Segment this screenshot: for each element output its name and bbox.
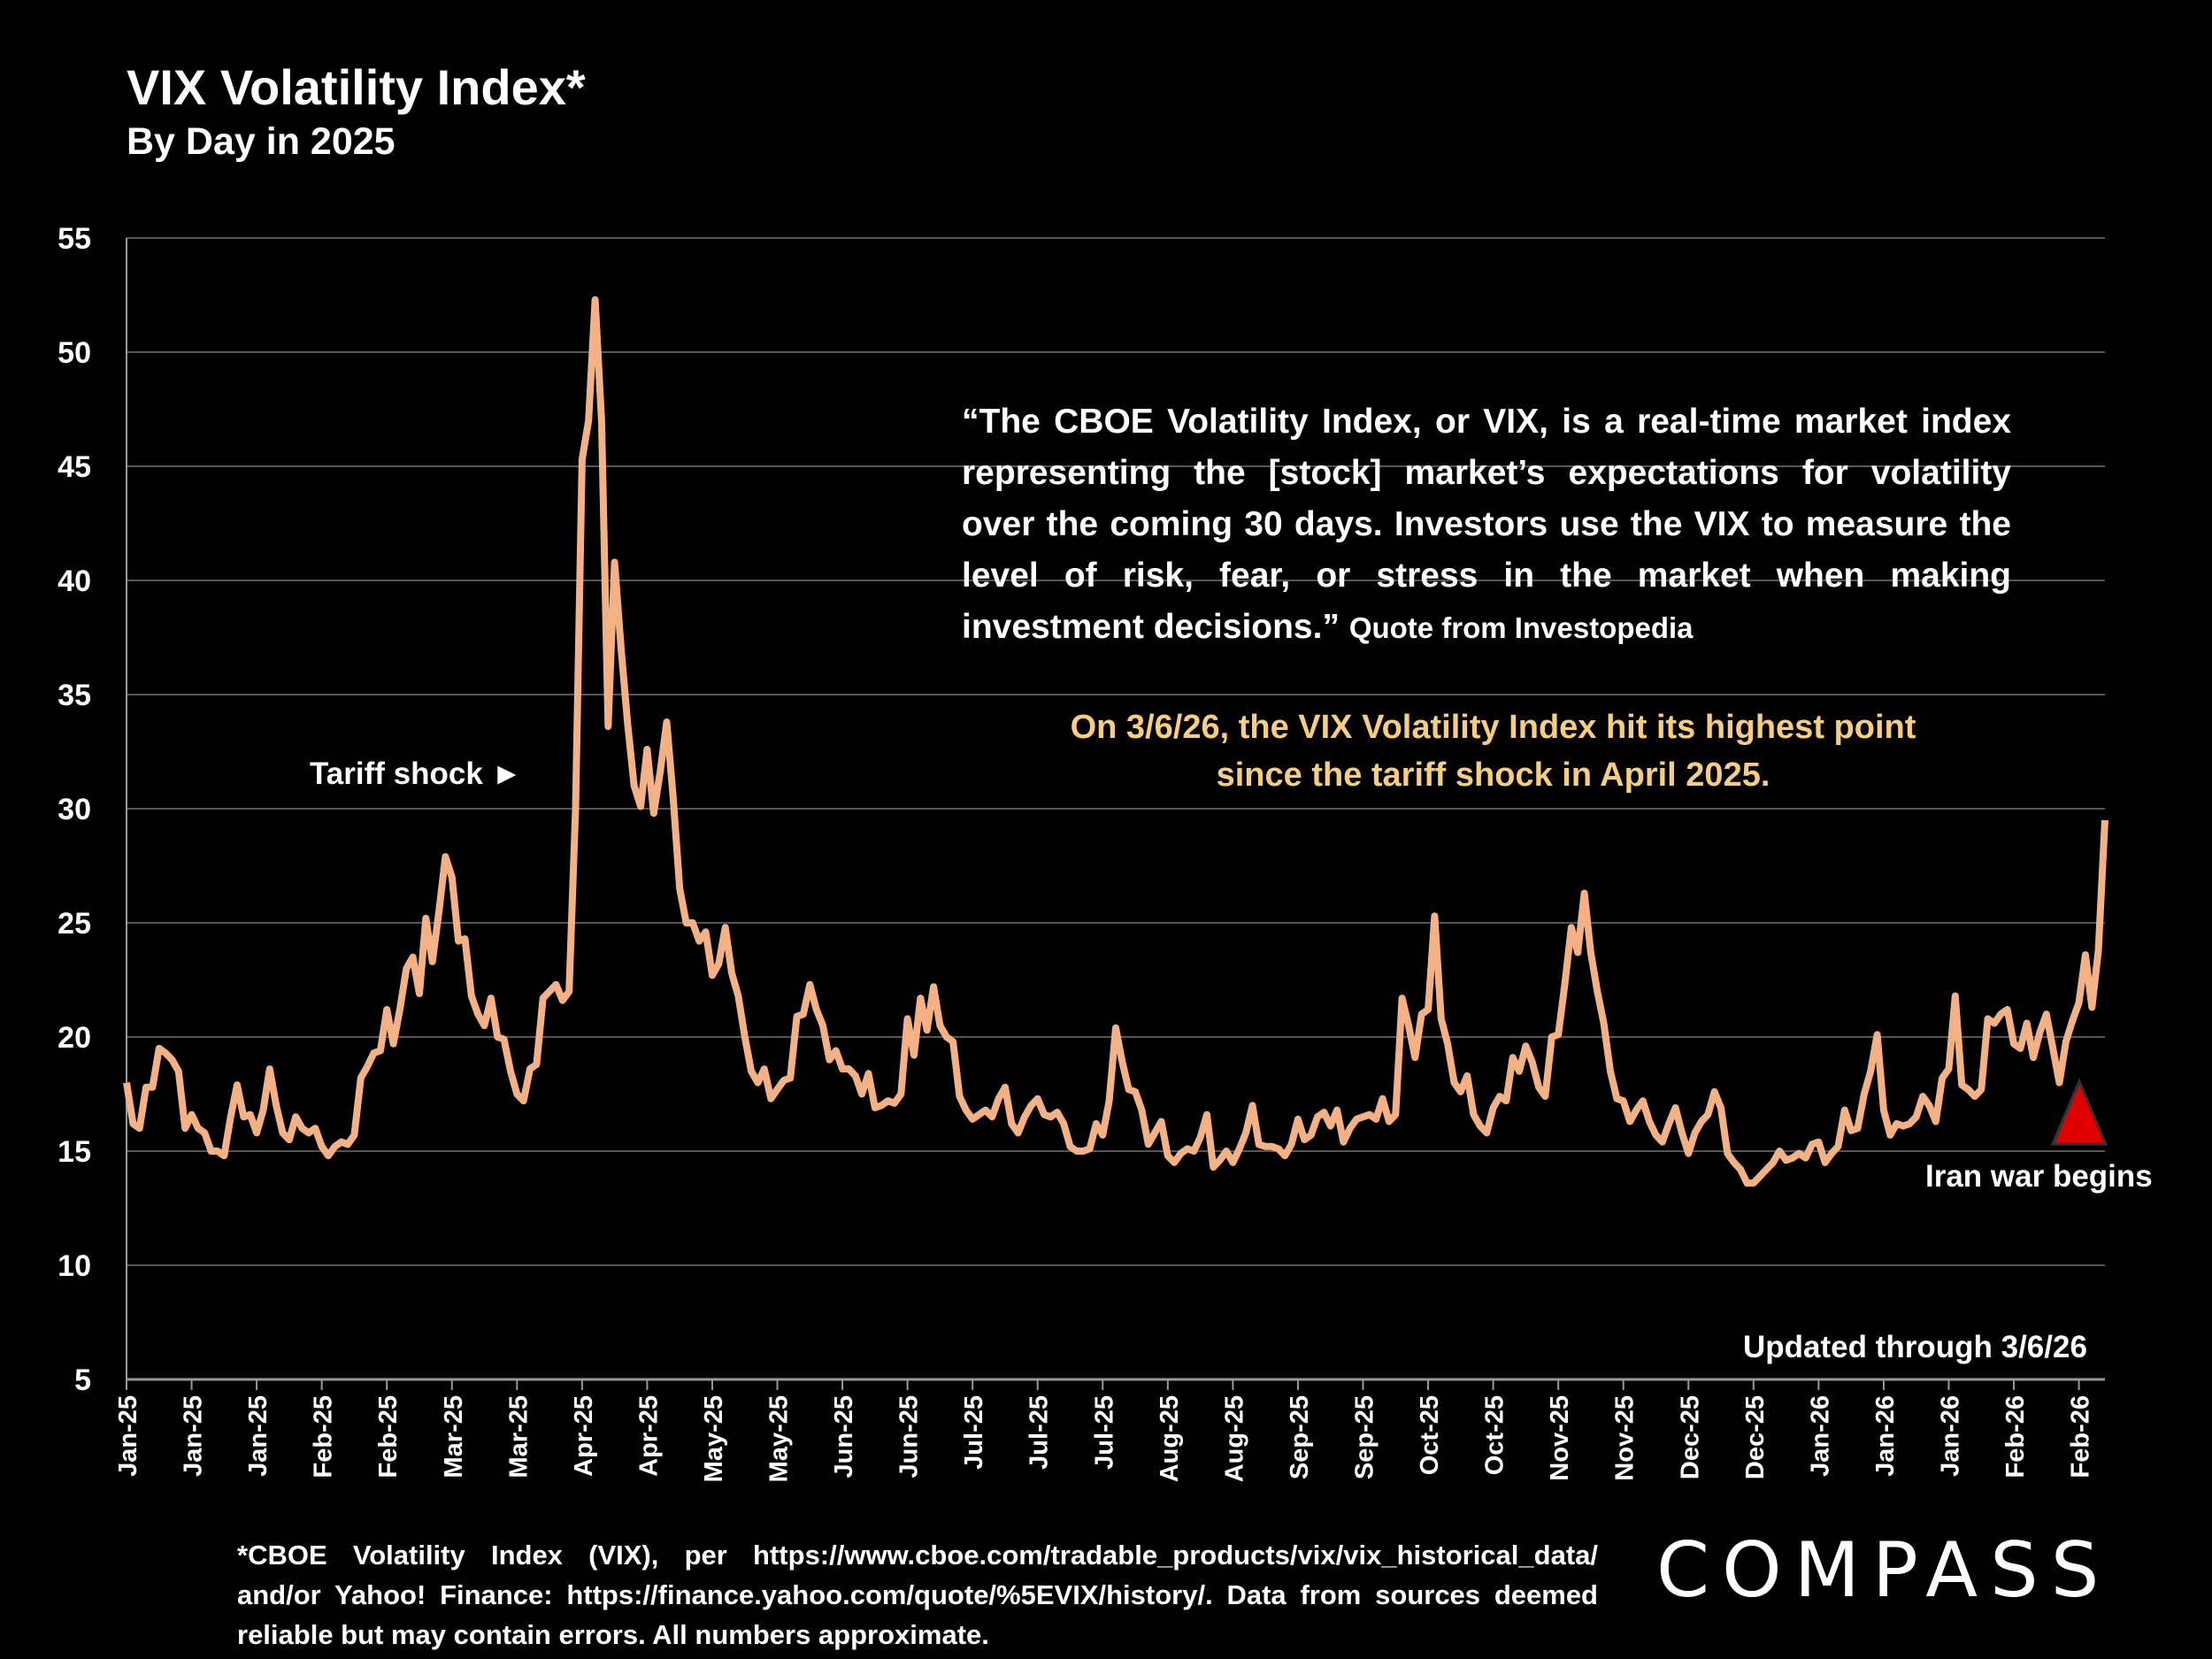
- y-tick-label: 35: [58, 679, 91, 712]
- y-tick-label: 50: [58, 336, 91, 370]
- highlight-note: On 3/6/26, the VIX Volatility Index hit …: [973, 703, 2013, 799]
- x-tick-label: Jun-25: [895, 1395, 924, 1478]
- quote-source: Quote from Investopedia: [1348, 611, 1694, 644]
- x-tick-label: Mar-25: [440, 1395, 468, 1479]
- x-tick-label: Aug-25: [1220, 1395, 1248, 1482]
- x-tick-label: Apr-25: [634, 1395, 663, 1477]
- iran-war-marker-triangle-icon: [2050, 1078, 2108, 1146]
- tariff-shock-annotation: Tariff shock ►: [310, 757, 523, 791]
- x-tick-label: May-25: [700, 1395, 728, 1482]
- y-tick-label: 40: [58, 565, 91, 598]
- x-tick-label: Aug-25: [1156, 1395, 1184, 1482]
- iran-war-annotation: Iran war begins: [1925, 1159, 2153, 1194]
- y-tick-label: 25: [58, 907, 91, 941]
- x-tick-label: Feb-26: [2067, 1395, 2095, 1478]
- x-tick-label: Oct-25: [1416, 1395, 1444, 1475]
- page-title: VIX Volatility Index*: [127, 59, 586, 115]
- x-tick-label: Dec-25: [1676, 1395, 1704, 1479]
- x-tick-label: Jul-25: [1090, 1395, 1118, 1470]
- x-tick-label: Jan-26: [1806, 1395, 1834, 1477]
- footnote: *CBOE Volatility Index (VIX), per https:…: [237, 1540, 1598, 1650]
- x-tick-label: Apr-25: [570, 1395, 598, 1477]
- highlight-line-2: since the tariff shock in April 2025.: [1216, 757, 1770, 794]
- x-tick-label: Jun-25: [830, 1395, 858, 1478]
- x-tick-label: Jan-25: [244, 1395, 273, 1477]
- page-subtitle: By Day in 2025: [127, 120, 396, 163]
- x-tick-label: Feb-25: [374, 1395, 403, 1478]
- x-tick-label: Sep-25: [1351, 1395, 1379, 1479]
- x-tick-label: Feb-26: [2001, 1395, 2030, 1478]
- investopedia-quote: “The CBOE Volatility Index, or VIX, is a…: [962, 396, 2011, 654]
- y-tick-label: 20: [58, 1021, 91, 1055]
- x-tick-label: Nov-25: [1546, 1395, 1574, 1481]
- x-tick-label: Jan-25: [114, 1395, 142, 1477]
- x-tick-label: Sep-25: [1286, 1395, 1314, 1479]
- x-tick-label: Jul-25: [1025, 1395, 1054, 1470]
- x-tick-label: Mar-25: [504, 1395, 533, 1479]
- y-tick-label: 10: [58, 1249, 91, 1283]
- x-tick-label: May-25: [765, 1395, 794, 1482]
- x-tick-label: Jan-25: [180, 1395, 208, 1477]
- x-tick-label: Jan-26: [1871, 1395, 1900, 1477]
- compass-logo: COMPASS: [1656, 1526, 2112, 1615]
- y-tick-label: 45: [58, 450, 91, 484]
- x-tick-label: Feb-25: [310, 1395, 338, 1478]
- highlight-line-1: On 3/6/26, the VIX Volatility Index hit …: [1070, 709, 1916, 746]
- x-tick-label: Jan-26: [1936, 1395, 1964, 1477]
- quote-text: “The CBOE Volatility Index, or VIX, is a…: [962, 403, 2011, 646]
- x-tick-label: Nov-25: [1611, 1395, 1640, 1481]
- y-tick-label: 55: [58, 222, 91, 256]
- x-tick-label: Dec-25: [1741, 1395, 1770, 1479]
- updated-through-note: Updated through 3/6/26: [1743, 1330, 2087, 1364]
- x-tick-label: Jul-25: [960, 1395, 988, 1470]
- y-tick-label: 30: [58, 793, 91, 826]
- y-tick-label: 15: [58, 1135, 91, 1169]
- vix-series-line: [123, 296, 2108, 1187]
- x-tick-label: Oct-25: [1481, 1395, 1509, 1475]
- y-tick-label: 5: [74, 1363, 91, 1397]
